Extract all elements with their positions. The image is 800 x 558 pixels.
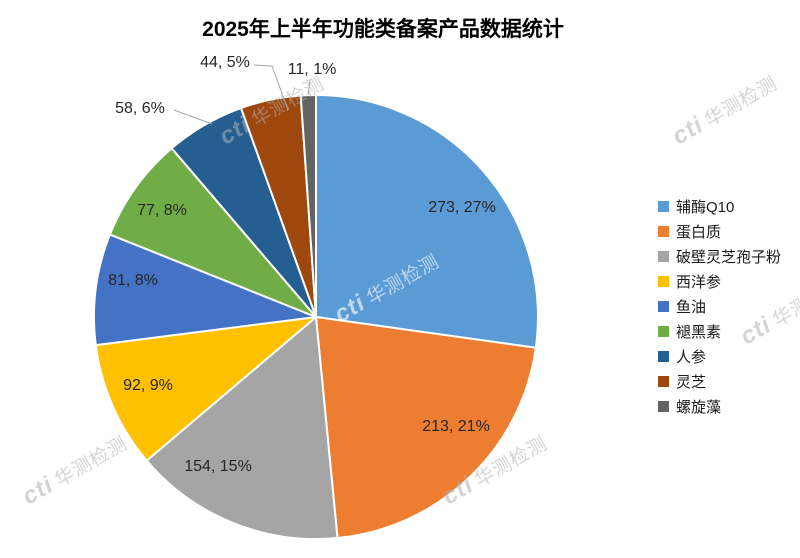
data-label-3: 92, 9%: [123, 377, 173, 394]
data-label-0: 273, 27%: [428, 199, 496, 216]
data-label-5: 77, 8%: [137, 202, 187, 219]
legend-label: 螺旋藻: [676, 399, 722, 416]
legend-label: 破壁灵芝孢子粉: [676, 249, 782, 266]
legend-label: 褪黑素: [676, 324, 722, 341]
legend-swatch-icon: [658, 226, 669, 237]
pie-slice-8: [299, 93, 317, 318]
pie-slice-4: [93, 233, 317, 347]
legend-item-3: 西洋参: [658, 269, 781, 294]
legend-label: 辅酶Q10: [676, 199, 735, 216]
legend-label: 西洋参: [676, 274, 722, 291]
pie-slice-5: [108, 147, 317, 318]
legend-swatch-icon: [658, 251, 669, 262]
legend-item-0: 辅酶Q10: [658, 194, 781, 219]
data-label-1: 213, 21%: [422, 418, 490, 435]
legend-swatch-icon: [658, 376, 669, 387]
legend-item-8: 螺旋藻: [658, 394, 781, 419]
legend: 辅酶Q10 蛋白质破壁灵芝孢子粉 西洋参鱼油褪黑素人参灵芝螺旋藻: [658, 194, 781, 419]
data-label-4: 81, 8%: [108, 272, 158, 289]
legend-item-6: 人参: [658, 344, 781, 369]
legend-label: 鱼油: [676, 299, 707, 316]
legend-label: 蛋白质: [676, 224, 722, 241]
legend-swatch-icon: [658, 201, 669, 212]
data-label-6: 58, 6%: [115, 100, 165, 117]
legend-item-2: 破壁灵芝孢子粉: [658, 244, 781, 269]
legend-swatch-icon: [658, 276, 669, 287]
data-label-8: 11, 1%: [287, 61, 337, 78]
legend-item-5: 褪黑素: [658, 319, 781, 344]
legend-item-4: 鱼油: [658, 294, 781, 319]
data-label-2: 154, 15%: [184, 458, 252, 475]
pie-slice-3: [94, 316, 317, 462]
legend-swatch-icon: [658, 301, 669, 312]
legend-swatch-icon: [658, 351, 669, 362]
legend-item-1: 蛋白质: [658, 219, 781, 244]
legend-swatch-icon: [658, 401, 669, 412]
legend-label: 人参: [676, 349, 707, 366]
chart-title: 2025年上半年功能类备案产品数据统计: [202, 18, 564, 41]
pie-slice-1: [315, 316, 537, 539]
leader-line-6: [173, 109, 213, 125]
legend-label: 灵芝: [676, 374, 707, 391]
pie-slice-2: [145, 316, 339, 541]
legend-swatch-icon: [658, 326, 669, 337]
data-label-7: 44, 5%: [200, 54, 250, 71]
legend-item-7: 灵芝: [658, 369, 781, 394]
pie-slice-0: [315, 94, 539, 349]
leader-line-8: [307, 79, 311, 96]
leader-line-7: [253, 64, 289, 111]
